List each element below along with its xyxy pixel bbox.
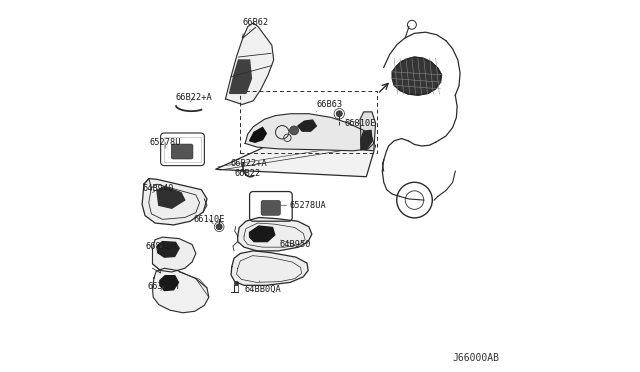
Polygon shape xyxy=(298,120,316,131)
Text: 66B63: 66B63 xyxy=(316,100,342,112)
Text: 66810E: 66810E xyxy=(344,119,376,128)
Polygon shape xyxy=(250,226,275,241)
Polygon shape xyxy=(152,237,196,272)
Polygon shape xyxy=(157,241,179,257)
Text: 66312M: 66312M xyxy=(148,282,179,291)
Text: 64B940: 64B940 xyxy=(142,185,173,193)
Circle shape xyxy=(290,126,298,135)
Polygon shape xyxy=(157,187,185,208)
Polygon shape xyxy=(160,276,179,291)
Text: 66B22+A: 66B22+A xyxy=(175,93,212,102)
Polygon shape xyxy=(237,218,312,251)
Text: 66B22: 66B22 xyxy=(234,169,260,177)
FancyBboxPatch shape xyxy=(261,201,280,215)
Text: 66B62: 66B62 xyxy=(243,18,269,31)
Polygon shape xyxy=(230,60,252,93)
Text: 66816M: 66816M xyxy=(146,241,177,250)
Polygon shape xyxy=(142,179,207,225)
Polygon shape xyxy=(361,131,372,150)
Text: 65278U: 65278U xyxy=(150,138,181,148)
Polygon shape xyxy=(225,23,274,105)
Text: 64BB0QA: 64BB0QA xyxy=(244,281,281,294)
Polygon shape xyxy=(231,251,308,285)
Circle shape xyxy=(336,111,342,117)
Text: 66110E: 66110E xyxy=(193,215,225,224)
Text: J66000AB: J66000AB xyxy=(452,353,500,363)
Polygon shape xyxy=(360,112,376,151)
Polygon shape xyxy=(216,138,376,177)
Polygon shape xyxy=(392,57,442,95)
Polygon shape xyxy=(250,128,266,142)
Polygon shape xyxy=(245,114,374,151)
Text: 66B22+A: 66B22+A xyxy=(230,158,267,167)
FancyBboxPatch shape xyxy=(172,144,193,159)
Text: 65278UA: 65278UA xyxy=(276,201,326,210)
Circle shape xyxy=(216,224,222,230)
Polygon shape xyxy=(152,268,209,313)
Circle shape xyxy=(234,281,239,286)
Text: 64B950: 64B950 xyxy=(279,240,311,249)
